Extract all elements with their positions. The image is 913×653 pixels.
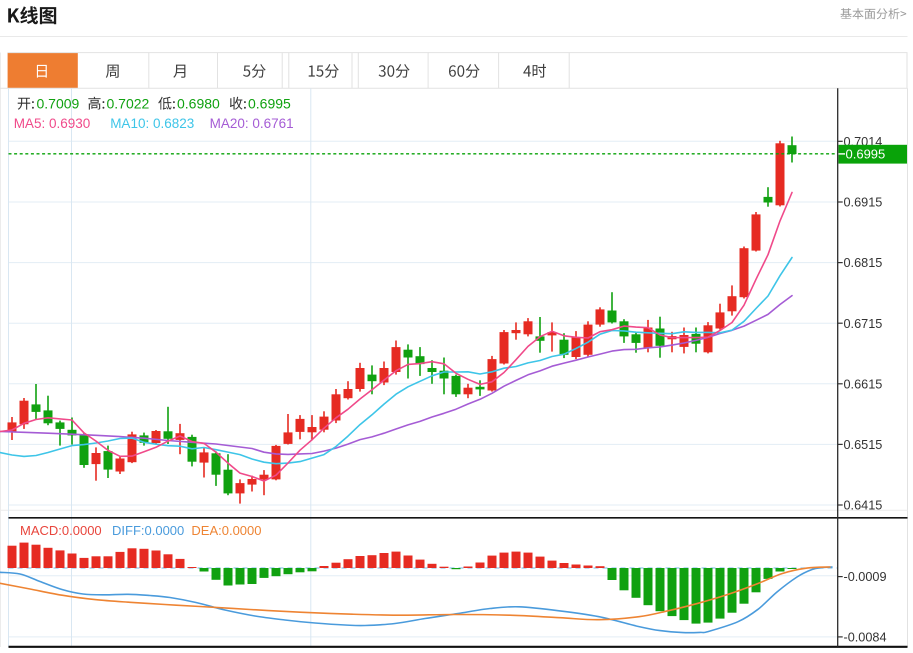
svg-text:-0.0009: -0.0009 <box>844 570 887 584</box>
svg-text:MA5: 0.6930: MA5: 0.6930 <box>14 116 91 131</box>
svg-text:-0.0084: -0.0084 <box>844 631 887 645</box>
svg-text:0.7022: 0.7022 <box>107 96 150 112</box>
svg-text:MA10: 0.6823: MA10: 0.6823 <box>110 116 194 131</box>
svg-text:0.7009: 0.7009 <box>37 96 80 112</box>
svg-text:0.6615: 0.6615 <box>844 377 883 391</box>
svg-text:0.6815: 0.6815 <box>844 256 883 270</box>
svg-text:0.6915: 0.6915 <box>844 196 883 210</box>
svg-text:0.6995: 0.6995 <box>248 96 291 112</box>
svg-text:0.6980: 0.6980 <box>177 96 220 112</box>
svg-text:MA20: 0.6761: MA20: 0.6761 <box>210 116 294 131</box>
svg-text:DIFF:0.0000: DIFF:0.0000 <box>112 523 184 538</box>
svg-text:0.6715: 0.6715 <box>844 317 883 331</box>
svg-text:MACD:0.0000: MACD:0.0000 <box>20 523 102 538</box>
svg-text:0.6415: 0.6415 <box>844 499 883 513</box>
svg-text:0.6995: 0.6995 <box>846 147 886 162</box>
svg-text:0.6515: 0.6515 <box>844 438 883 452</box>
svg-text:DEA:0.0000: DEA:0.0000 <box>191 523 261 538</box>
